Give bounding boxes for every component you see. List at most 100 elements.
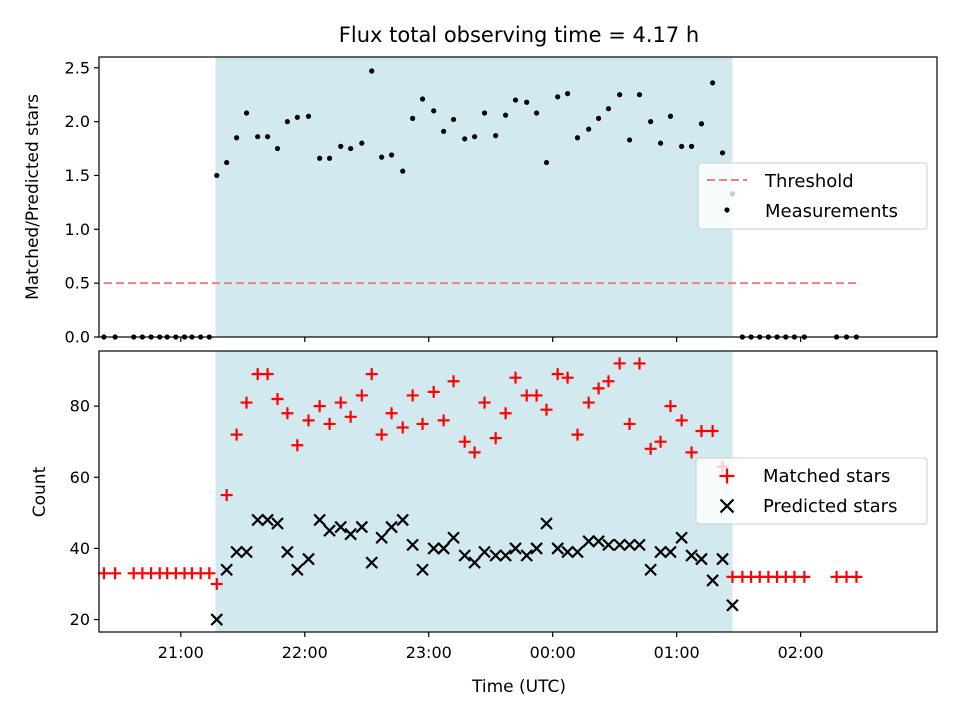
predicted-stars-point xyxy=(291,563,304,577)
measurements-point xyxy=(450,116,457,123)
legend-bottom: Matched stars Predicted stars xyxy=(695,457,928,525)
x-tick-label: 23:00 xyxy=(406,643,452,662)
predicted-stars-point xyxy=(706,574,719,587)
matched-stars-point xyxy=(230,428,243,441)
matched-stars-point xyxy=(489,432,502,445)
predicted-stars-point xyxy=(478,545,491,559)
matched-stars-point xyxy=(592,382,605,395)
predicted-stars-point xyxy=(520,549,533,562)
predicted-stars-point xyxy=(509,542,522,555)
predicted-stars-point xyxy=(561,545,574,559)
predicted-stars-point xyxy=(716,552,729,566)
measurements-point xyxy=(564,91,571,97)
predicted-stars-point xyxy=(726,599,739,612)
matched-stars-point xyxy=(850,570,863,583)
matched-stars-point xyxy=(675,414,688,427)
predicted-stars-point xyxy=(323,524,336,537)
measurements-point xyxy=(400,168,406,174)
predicted-stars-point xyxy=(334,520,348,534)
predicted-stars-point xyxy=(695,552,708,566)
y-tick-label: 20 xyxy=(70,610,90,629)
legend-measurements-label: Measurements xyxy=(765,201,898,222)
measurements-point xyxy=(369,68,375,74)
predicted-stars-point xyxy=(406,538,419,552)
measurements-point xyxy=(719,150,726,156)
y-tick-label: 60 xyxy=(70,468,90,487)
predicted-stars-point xyxy=(571,545,584,559)
measurements-point xyxy=(698,121,705,127)
observing-window-band xyxy=(215,351,733,632)
predicted-stars-point xyxy=(375,531,388,545)
matched-stars-point xyxy=(220,489,233,502)
predicted-stars-point xyxy=(416,563,429,577)
chart-title: Flux total observing time = 4.17 h xyxy=(339,23,699,47)
matched-stars-point xyxy=(427,385,440,398)
measurements-point xyxy=(679,143,685,149)
predicted-stars-point xyxy=(664,545,677,559)
matched-stars-point xyxy=(571,428,584,441)
predicted-stars-point xyxy=(344,527,357,541)
measurements-point xyxy=(348,145,354,152)
predicted-stars-point xyxy=(261,513,274,527)
measurements-point xyxy=(472,134,478,140)
measurements-point xyxy=(493,133,499,139)
matched-stars-point xyxy=(406,389,419,402)
matched-stars-point xyxy=(602,375,615,388)
measurements-point xyxy=(359,140,365,146)
measurements-point xyxy=(533,110,540,116)
matched-stars-point xyxy=(281,407,294,420)
legend-matched-swatch xyxy=(719,468,735,484)
measurements-point xyxy=(326,155,333,161)
predicted-stars-point xyxy=(302,552,315,566)
matched-stars-point xyxy=(613,357,626,370)
x-tick-label: 00:00 xyxy=(530,643,576,662)
predicted-stars-point xyxy=(458,549,471,562)
measurements-point xyxy=(284,119,291,125)
matched-stars-point xyxy=(323,417,336,430)
matched-stars-point xyxy=(313,400,326,413)
measurements-point xyxy=(524,99,530,105)
matched-stars-point xyxy=(365,368,378,381)
matched-stars-point xyxy=(499,407,512,420)
matched-stars-point xyxy=(685,446,698,459)
measurements-point xyxy=(586,126,592,132)
y-tick-label: 40 xyxy=(70,539,90,558)
measurements-point xyxy=(388,152,395,158)
predicted-stars-point xyxy=(644,563,657,577)
legend-measurements-swatch xyxy=(724,207,730,213)
matched-stars-point xyxy=(447,375,460,388)
y-tick-label: 1.5 xyxy=(65,166,90,185)
matched-stars-point xyxy=(385,407,398,420)
predicted-stars-point xyxy=(530,542,543,555)
matched-stars-point xyxy=(706,425,719,438)
measurements-point xyxy=(379,154,385,160)
measurements-point xyxy=(224,159,230,166)
x-tick-label: 02:00 xyxy=(778,643,824,662)
predicted-stars-point xyxy=(633,538,646,552)
predicted-stars-point xyxy=(240,545,253,559)
measurements-point xyxy=(636,92,643,98)
matched-stars-point xyxy=(582,396,595,409)
predicted-stars-point xyxy=(592,535,605,548)
matched-stars-point xyxy=(210,577,223,590)
measurements-point xyxy=(419,96,426,102)
predicted-stars-point xyxy=(540,517,553,530)
x-tick-label: 22:00 xyxy=(282,643,328,662)
predicted-stars-point xyxy=(623,538,636,552)
y-tick-label: 2.0 xyxy=(65,112,90,131)
predicted-stars-point xyxy=(271,517,284,530)
predicted-stars-point xyxy=(210,613,224,626)
measurements-point xyxy=(255,134,261,140)
x-tick-label: 21:00 xyxy=(158,643,204,662)
predicted-stars-point xyxy=(468,556,481,569)
matched-stars-point xyxy=(355,389,368,402)
measurements-point xyxy=(648,119,654,125)
measurements-point xyxy=(462,136,468,142)
matched-stars-point xyxy=(468,446,481,459)
measurements-point xyxy=(431,108,437,114)
measurements-point xyxy=(617,92,623,98)
predicted-stars-point xyxy=(489,549,502,562)
measurements-point xyxy=(317,155,323,161)
matched-stars-point xyxy=(633,357,646,370)
matched-stars-point xyxy=(478,396,491,409)
